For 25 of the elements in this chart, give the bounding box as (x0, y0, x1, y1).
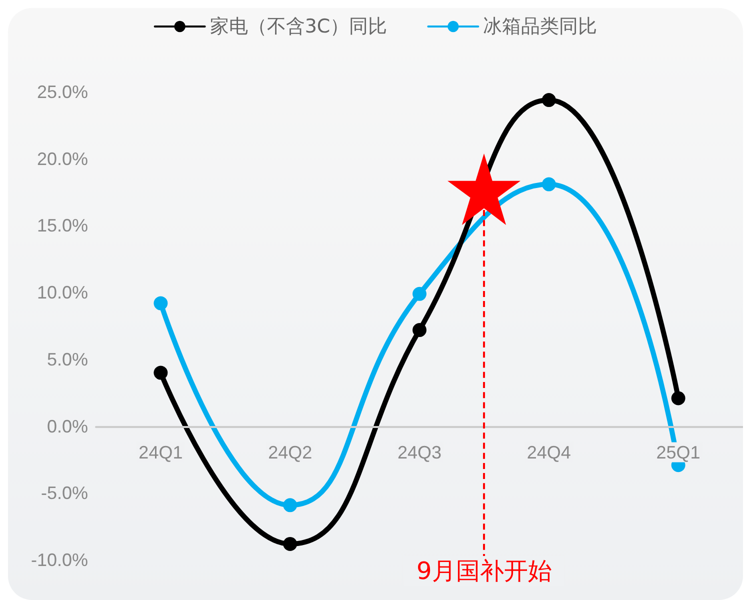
point (283, 536, 298, 551)
point (154, 296, 168, 310)
y-tick-label: 5.0% (46, 349, 88, 370)
point (412, 286, 426, 301)
y-tick-label: 25.0% (36, 82, 88, 102)
point (283, 498, 298, 512)
legend-label: 家电（不含3C）同比 (210, 16, 388, 38)
point (671, 391, 686, 406)
x-tick-label: 24Q1 (138, 442, 183, 462)
point (412, 323, 426, 338)
point (542, 93, 556, 108)
y-tick-label: 0.0% (46, 416, 88, 436)
y-tick-label: -5.0% (40, 483, 88, 504)
x-tick-label: 24Q2 (268, 442, 312, 462)
x-tick-label: 24Q3 (397, 442, 442, 462)
x-tick-label: 24Q4 (526, 442, 571, 462)
legend-label: 冰箱品类同比 (483, 16, 598, 38)
y-tick-label: 10.0% (36, 282, 88, 303)
y-tick-label: 15.0% (36, 216, 88, 236)
annotation: 9月国补开始 (404, 556, 564, 586)
x-tick-label: 25Q1 (656, 442, 700, 462)
y-tick-label: 20.0% (36, 148, 88, 169)
point (154, 366, 168, 380)
point (542, 177, 556, 192)
y-tick-label: -10.0% (30, 550, 88, 570)
